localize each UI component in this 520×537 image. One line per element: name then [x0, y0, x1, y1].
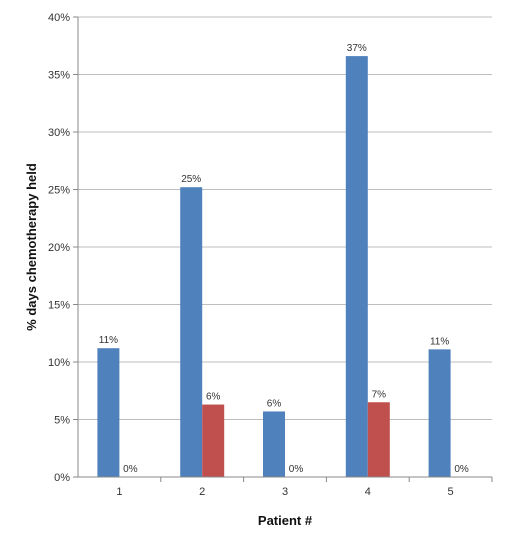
bar-series-1-patient-5 [428, 349, 451, 477]
y-tick-label: 15% [48, 300, 70, 312]
x-tick-label: 3 [282, 486, 288, 498]
bar-series-1-patient-4 [345, 56, 368, 477]
y-tick-label: 30% [48, 127, 70, 139]
axes: 0% 5% 10% 15% 20% 25% 30% 35% 40% 1 2 3 4 5 [48, 12, 493, 498]
bars [97, 56, 451, 477]
bar-series-2-patient-2 [202, 404, 225, 477]
x-axis-title: Patient # [258, 513, 313, 528]
data-label: 0% [289, 464, 304, 475]
data-label: 6% [267, 398, 282, 409]
gridlines [78, 16, 492, 478]
bar-series-1-patient-2 [180, 187, 203, 477]
y-tick-label: 5% [54, 415, 70, 427]
bar-series-1-patient-1 [97, 348, 120, 477]
y-tick-label: 25% [48, 185, 70, 197]
data-label: 6% [206, 392, 221, 403]
y-tick-label: 40% [48, 12, 70, 24]
y-tick-label: 20% [48, 242, 70, 254]
y-tick-label: 35% [48, 70, 70, 82]
y-tick-label: 10% [48, 357, 70, 369]
data-label: 11% [99, 335, 118, 346]
x-tick-label: 4 [365, 486, 371, 498]
data-label: 37% [347, 43, 367, 54]
data-label: 0% [454, 464, 469, 475]
y-axis-title: % days chemotherapy held [24, 163, 39, 331]
x-tick-label: 1 [116, 486, 122, 498]
y-tick-label: 0% [54, 472, 70, 484]
bar-series-1-patient-3 [263, 411, 285, 477]
data-labels: 11% 0% 25% 6% 6% 0% 37% 7% 11% 0% [99, 43, 469, 475]
data-label: 25% [181, 174, 201, 185]
data-label: 7% [372, 389, 387, 400]
x-tick-label: 5 [448, 486, 454, 498]
data-label: 0% [123, 464, 138, 475]
x-tick-label: 2 [199, 486, 205, 498]
bar-series-2-patient-4 [367, 402, 390, 477]
data-label: 11% [430, 336, 449, 347]
